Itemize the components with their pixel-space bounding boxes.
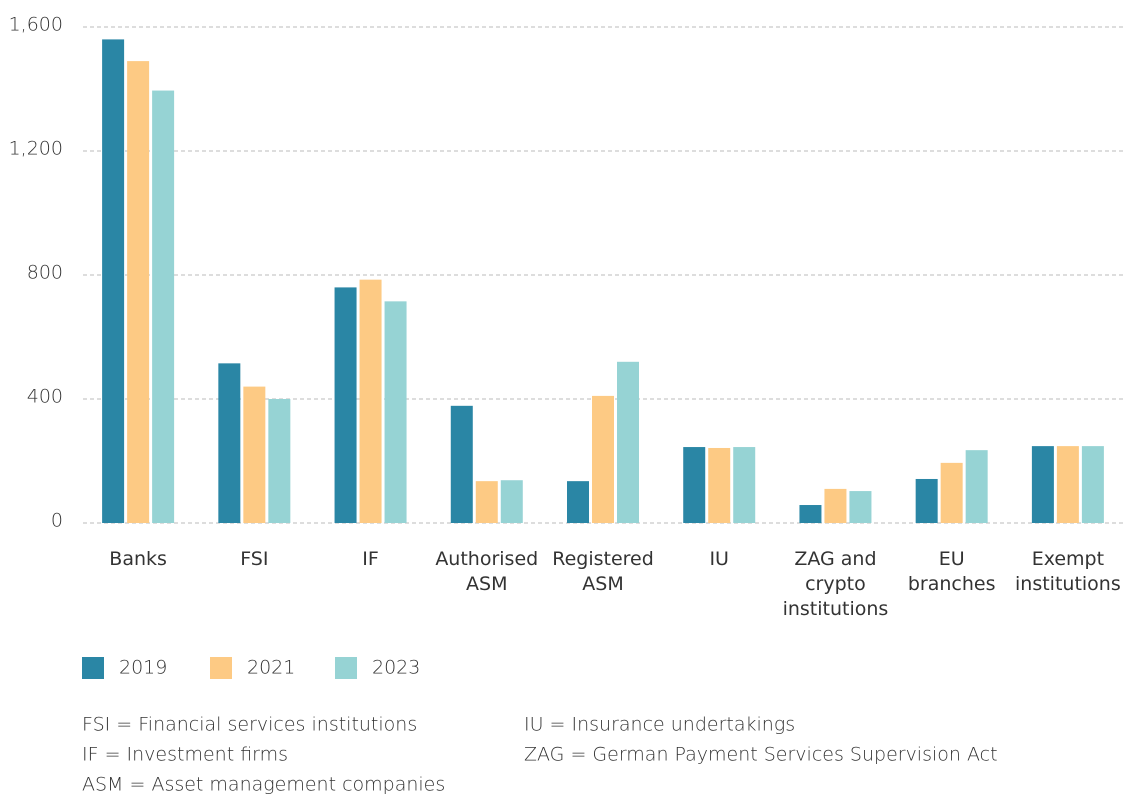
bar [218, 363, 241, 523]
bar [708, 447, 731, 523]
legend-label: 2021 [247, 657, 295, 679]
bar [152, 90, 175, 524]
bar [1081, 446, 1104, 523]
bar [102, 39, 125, 524]
bar [475, 481, 498, 523]
bar [384, 301, 407, 523]
x-tick-label: IU [709, 548, 729, 570]
footnote: FSI = Financial services institutions [82, 714, 417, 736]
x-tick-label: Exempt institutions [1015, 548, 1121, 595]
x-tick-label: Banks [109, 548, 167, 570]
y-tick-label: 1,600 [9, 14, 63, 36]
y-tick-label: 400 [27, 386, 63, 408]
y-tick-label: 1,200 [9, 138, 63, 160]
footnote: ZAG = German Payment Services Supervisio… [524, 744, 998, 766]
legend-label: 2023 [372, 657, 420, 679]
x-tick-label: FSI [240, 548, 269, 570]
bar [1056, 446, 1079, 523]
footnote: ASM = Asset management companies [82, 774, 445, 796]
footnote: IU = Insurance undertakings [524, 714, 795, 736]
legend-swatch [335, 657, 357, 679]
x-tick-label: IF [362, 548, 379, 570]
bar [359, 279, 382, 523]
y-tick-label: 800 [27, 262, 63, 284]
bar [965, 450, 988, 523]
bar [127, 61, 150, 523]
bar [799, 505, 822, 523]
bar [334, 287, 357, 523]
legend-swatch [82, 657, 104, 679]
bar [450, 405, 473, 523]
x-tick-label: Authorised ASM [435, 548, 539, 595]
x-tick-label: EU branches [907, 548, 996, 595]
footnote: IF = Investment firms [82, 744, 288, 766]
bar [683, 447, 706, 523]
bar [268, 399, 291, 523]
bar [915, 478, 938, 523]
bar [733, 447, 756, 523]
x-tick-label: Registered ASM [552, 548, 654, 595]
legend-label: 2019 [119, 657, 167, 679]
bar [500, 480, 523, 523]
bar [940, 462, 963, 523]
bar [567, 481, 589, 523]
bar [1031, 446, 1054, 523]
bar [243, 386, 266, 523]
bar [592, 395, 614, 523]
x-tick-label: ZAG and crypto institutions [782, 548, 889, 620]
y-tick-label: 0 [51, 510, 63, 532]
bar [824, 488, 847, 523]
bar [849, 491, 872, 523]
legend-swatch [210, 657, 232, 679]
bar [617, 361, 639, 523]
